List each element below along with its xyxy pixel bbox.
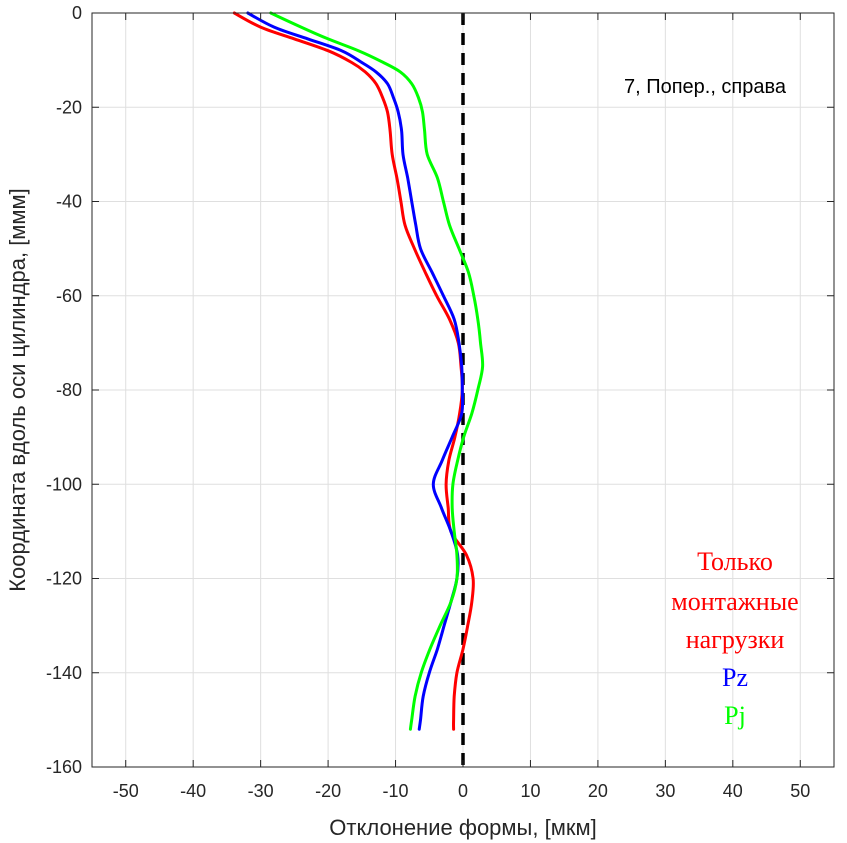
legend-entry-4: Pj	[724, 701, 746, 730]
y-tick-label: -100	[46, 474, 82, 494]
x-tick-label: 20	[588, 781, 608, 801]
series-line-2	[269, 11, 485, 731]
y-tick-label: -120	[46, 569, 82, 589]
x-tick-label: -40	[180, 781, 206, 801]
y-axis-label: Координата вдоль оси цилиндра, [ммм]	[5, 188, 30, 592]
series-group	[232, 11, 485, 731]
legend-entry-1: монтажные	[671, 587, 798, 616]
y-tick-label: -160	[46, 757, 82, 777]
y-tick-label: -80	[56, 380, 82, 400]
legend-entry-2: нагрузки	[686, 625, 785, 654]
x-tick-label: -10	[383, 781, 409, 801]
y-tick-label: -20	[56, 97, 82, 117]
y-tick-label: 0	[72, 3, 82, 23]
legend-entry-3: Pz	[722, 663, 748, 692]
x-tick-label: 30	[655, 781, 675, 801]
plot-annotation: 7, Попер., справа	[624, 76, 787, 98]
x-axis-label: Отклонение формы, [мкм]	[329, 815, 596, 840]
x-tick-label: -30	[248, 781, 274, 801]
x-axis-ticks: -50 -40 -30 -20 -10 0 10 20 30 40 50	[113, 13, 810, 801]
y-tick-label: -140	[46, 663, 82, 683]
legend-entry-0: Только	[697, 547, 773, 576]
x-tick-label: 0	[458, 781, 468, 801]
y-axis-ticks: 0 -20 -40 -60 -80 -100 -120 -140 -160	[46, 3, 834, 777]
legend: Только монтажные нагрузки Pz Pj	[671, 547, 798, 730]
x-tick-label: -20	[315, 781, 341, 801]
y-tick-label: -40	[56, 192, 82, 212]
series-line-0	[232, 11, 475, 731]
x-tick-label: -50	[113, 781, 139, 801]
y-tick-label: -60	[56, 286, 82, 306]
x-tick-label: 40	[723, 781, 743, 801]
x-tick-label: 50	[790, 781, 810, 801]
x-tick-label: 10	[520, 781, 540, 801]
